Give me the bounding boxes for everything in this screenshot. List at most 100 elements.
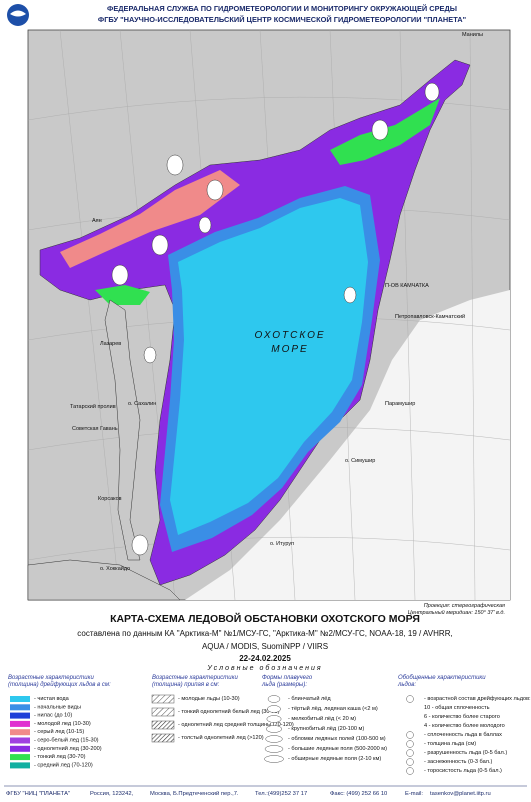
legend-swatch <box>406 740 414 748</box>
legend-item: - заснеженность (0-3 бал.) <box>424 759 493 765</box>
footer-text: Факс: (499) 252 66 10 <box>330 791 387 797</box>
place-label: Манилы <box>462 32 483 38</box>
date: 22-24.02.2025 <box>239 654 291 663</box>
legend-swatch <box>10 729 30 736</box>
sea-name: МОРЕ <box>271 344 308 355</box>
legend-title: Условные обозначения <box>206 664 322 672</box>
legend-item: 10 - общая сплоченность <box>424 705 490 711</box>
legend-swatch <box>265 735 283 743</box>
place-label: Петропавловск-Камчатский <box>395 313 465 320</box>
place-label: о. Симушир <box>345 458 375 464</box>
legend-swatch <box>264 755 284 763</box>
legend-swatch <box>266 715 282 723</box>
legend-item: - молодой лед (10-30) <box>34 720 91 727</box>
legend-swatch <box>265 725 283 733</box>
pacific <box>185 290 510 600</box>
subtitle: AQUA / MODIS, SuomiNPP / VIIRS <box>202 642 328 651</box>
projection: Проекция: стереографическая <box>424 603 505 609</box>
legend-item: - сплоченность льда в баллах <box>424 732 502 738</box>
logo-wave <box>10 10 26 17</box>
ice-zone <box>95 285 150 305</box>
place-labels: Манилы Аян П-ОВ КАМЧАТКА Петропавловск-Камч… <box>70 32 483 572</box>
legend-heading: (толщина) дрейфующих льдов в см: <box>8 681 111 688</box>
legend-item: - возрастной состав дрейфующих льдов: <box>424 695 531 702</box>
sea-name: ОХОТСКОЕ <box>254 330 325 341</box>
legend-swatch <box>267 705 281 713</box>
footer-text: Тел.:(499)252 37 17 <box>255 791 307 797</box>
legend: Возрастные характеристики(толщина) дрейф… <box>8 675 531 775</box>
legend-item: - обломки ледяных полей (100-500 м) <box>288 735 386 742</box>
place-label: о. Сахалин <box>128 401 156 407</box>
legend-swatch <box>10 720 30 727</box>
place-label: Корсаков <box>98 496 122 502</box>
legend-item: - тонкий лед (30-70) <box>34 753 86 760</box>
legend-item: - серый лед (10-15) <box>34 728 84 735</box>
ice-symbols <box>111 82 440 556</box>
place-label: Лазарев <box>100 341 121 347</box>
footer-text: tasenkov@planet.iitp.ru <box>430 791 491 797</box>
legend-item: - крупнобитый лёд (20-100 м) <box>288 725 364 732</box>
legend-swatch <box>10 712 30 719</box>
legend-heading: Возрастные характеристики <box>152 675 238 681</box>
legend-item: - тёртый лёд, ледяная каша (<2 м) <box>288 705 378 712</box>
place-label: П-ОВ КАМЧАТКА <box>385 283 429 289</box>
legend-swatch <box>10 696 30 702</box>
legend-swatch <box>10 762 30 769</box>
legend-item: - разрушенность льда (0-5 бал.) <box>424 750 507 756</box>
legend-item: - однолетний лед средней толщины (70-120… <box>178 721 294 728</box>
place-label: Аян <box>92 218 102 224</box>
legend-heading: Обобщенные характеристики <box>398 675 486 681</box>
map: ОХОТСКОЕ МОРЕ Манилы Аян П-ОВ КАМЧАТКА Петр… <box>27 29 511 616</box>
legend-swatch <box>151 707 175 717</box>
legend-item: - блинчатый лёд <box>288 695 331 702</box>
place-label: о. Хоккайдо <box>100 565 130 572</box>
place-label: Советская Гавань <box>72 426 118 432</box>
title: КАРТА-СХЕМА ЛЕДОВОЙ ОБСТАНОВКИ ОХОТСКОГО… <box>110 612 420 625</box>
legend-swatch <box>151 694 175 704</box>
legend-item: 4 - количество более молодого <box>424 723 505 729</box>
hokkaido <box>27 559 181 601</box>
legend-item: - нилас (до 10) <box>34 713 72 719</box>
legend-swatch <box>406 758 414 766</box>
legend-item: - толщина льда (см) <box>424 741 476 747</box>
header-center: ФГБУ "НАУЧНО-ИССЛЕДОВАТЕЛЬСКИЙ ЦЕНТР КОС… <box>98 15 467 24</box>
legend-swatch <box>10 704 30 711</box>
legend-item: - мелкобитый лёд (< 20 м) <box>288 715 356 722</box>
legend-item: - чистая вода <box>34 696 70 702</box>
legend-item: - начальные виды <box>34 704 81 710</box>
legend-heading: льдов: <box>397 682 416 688</box>
footer-text: Россия, 123242, <box>90 791 134 797</box>
legend-item: - толстый однолетний лед (>120) <box>178 734 264 741</box>
legend-item: - серо-белый лед (15-30) <box>34 737 99 744</box>
ice-zone <box>170 198 368 535</box>
place-label: Татарский пролив <box>70 403 116 410</box>
legend-swatch <box>151 733 175 743</box>
legend-heading: Формы плавучего <box>262 675 313 681</box>
legend-item: - молодые льды (10-30) <box>178 696 240 702</box>
legend-swatch <box>267 695 281 703</box>
ice-zone <box>60 170 240 268</box>
header-agency: ФЕДЕРАЛЬНАЯ СЛУЖБА ПО ГИДРОМЕТЕОРОЛОГИИ … <box>107 4 457 13</box>
legend-swatch <box>151 720 175 730</box>
title-block: КАРТА-СХЕМА ЛЕДОВОЙ ОБСТАНОВКИ ОХОТСКОГО… <box>77 612 452 672</box>
projection: Центральный меридиан: 150° 37' в.д. <box>408 609 505 616</box>
place-label: о. Итуруп <box>270 541 294 547</box>
footer: ФГБУ "НИЦ "ПЛАНЕТА" Россия, 123242, Москва… <box>4 785 527 797</box>
legend-swatch <box>406 767 414 775</box>
legend-heading: (толщина) припая в см: <box>152 682 220 688</box>
legend-item: - средний лед (70-120) <box>34 761 93 768</box>
legend-heading: льда (размеры): <box>261 682 307 688</box>
legend-item: - торосистость льда (0-5 бал.) <box>424 768 502 774</box>
legend-item: - большие ледяные поля (500-2000 м) <box>288 746 387 752</box>
legend-swatch <box>264 745 284 753</box>
sakhalin <box>104 299 141 561</box>
header: ФЕДЕРАЛЬНАЯ СЛУЖБА ПО ГИДРОМЕТЕОРОЛОГИИ … <box>7 4 467 26</box>
footer-text: E-mail: <box>405 791 423 797</box>
legend-item: - однолетний лед (30-200) <box>34 745 102 752</box>
legend-heading: Возрастные характеристики <box>8 675 94 681</box>
legend-swatch <box>406 731 414 739</box>
footer-text: ФГБУ "НИЦ "ПЛАНЕТА" <box>6 791 70 797</box>
legend-swatch <box>406 695 414 703</box>
place-label: Парамушир <box>385 401 415 407</box>
